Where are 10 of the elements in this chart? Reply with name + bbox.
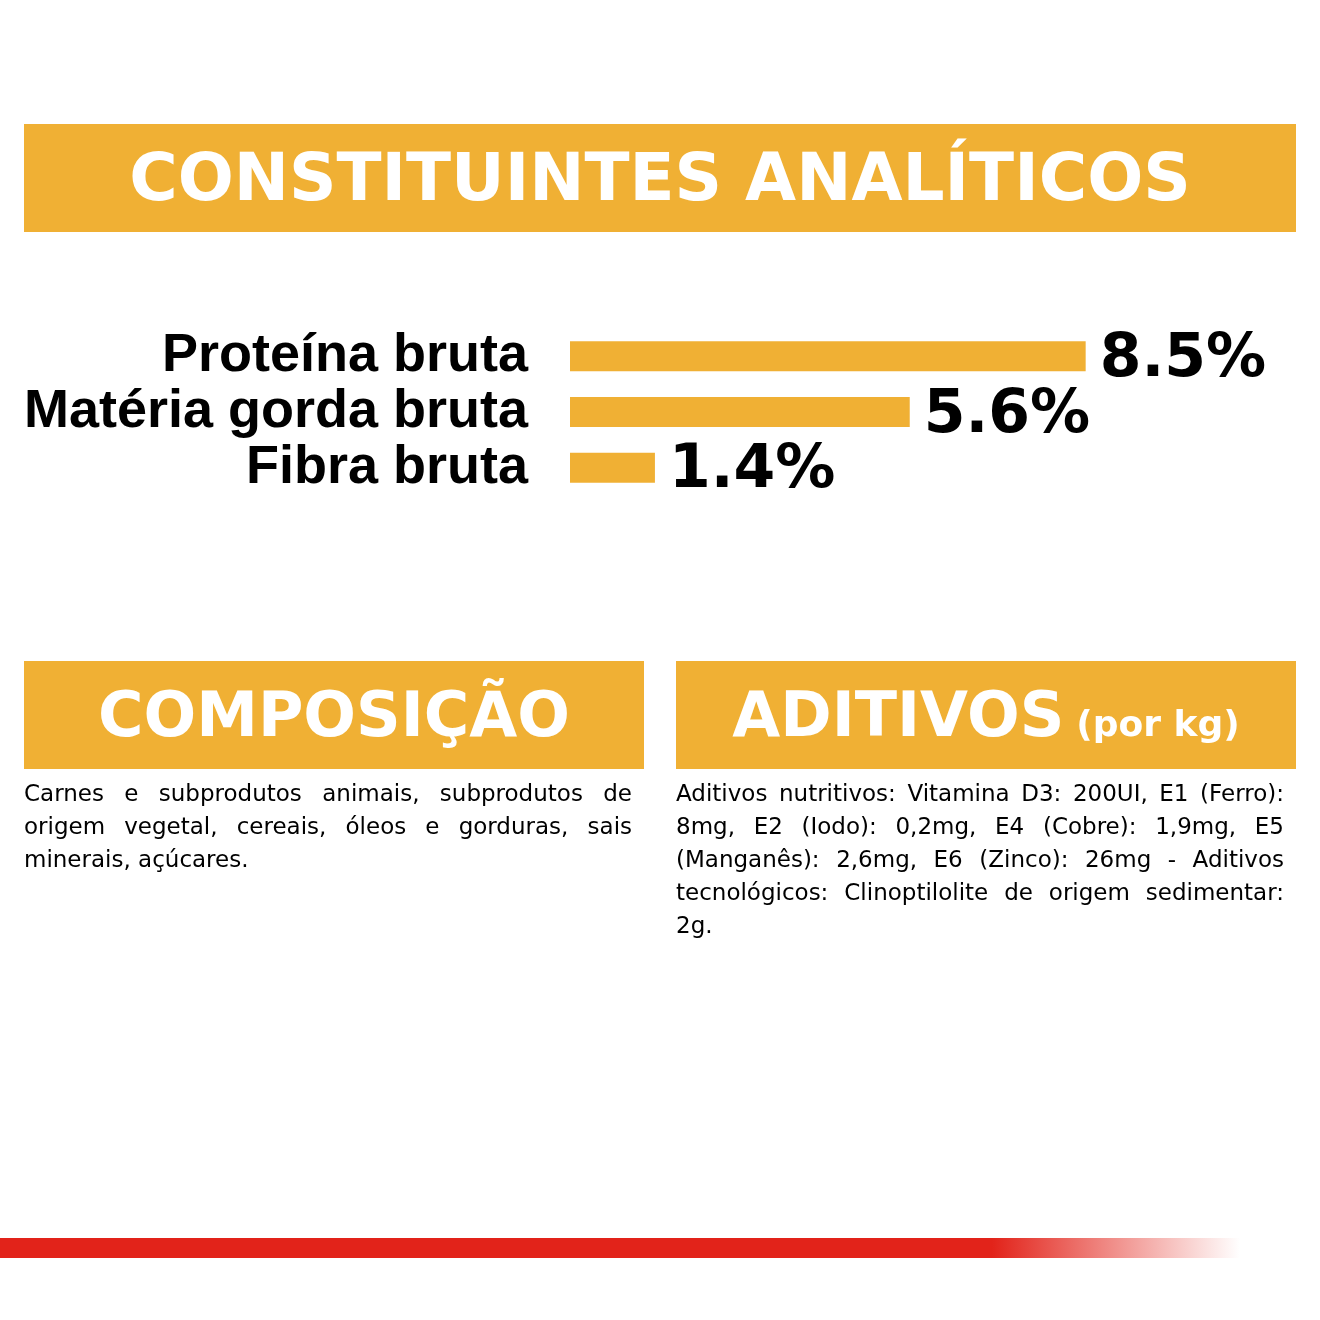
text: COMPOSIÇÃO [24, 661, 644, 769]
text: Carnes e subprodutos animais, subprodutos de origem vegetal, cereais, óleos e gorduras, sais minerais, açúcares. [24, 779, 633, 874]
data-label: 5.6% [923, 375, 1091, 446]
data-label: 1.4% [668, 431, 836, 502]
text: ADITIVOS [732, 678, 1065, 751]
chart-title: CONSTITUINTES ANALÍTICOS [24, 124, 1296, 232]
text: (por kg) [1076, 703, 1240, 744]
text: Aditivos nutritivos: Vitamina D3: 200UI, E1 (Ferro): 8mg, E2 (Iodo): 0,2mg, E4 (Cobre): 1,9mg, E5 (Manganês): 2,6mg, E6 (Zinco): 26mg - Aditivos tecnológicos: Clinoptilolite de origem sedimentar: 2g. [676, 779, 1285, 940]
data-label: 8.5% [1099, 319, 1267, 390]
y-tick-label: Proteína bruta [161, 322, 529, 383]
